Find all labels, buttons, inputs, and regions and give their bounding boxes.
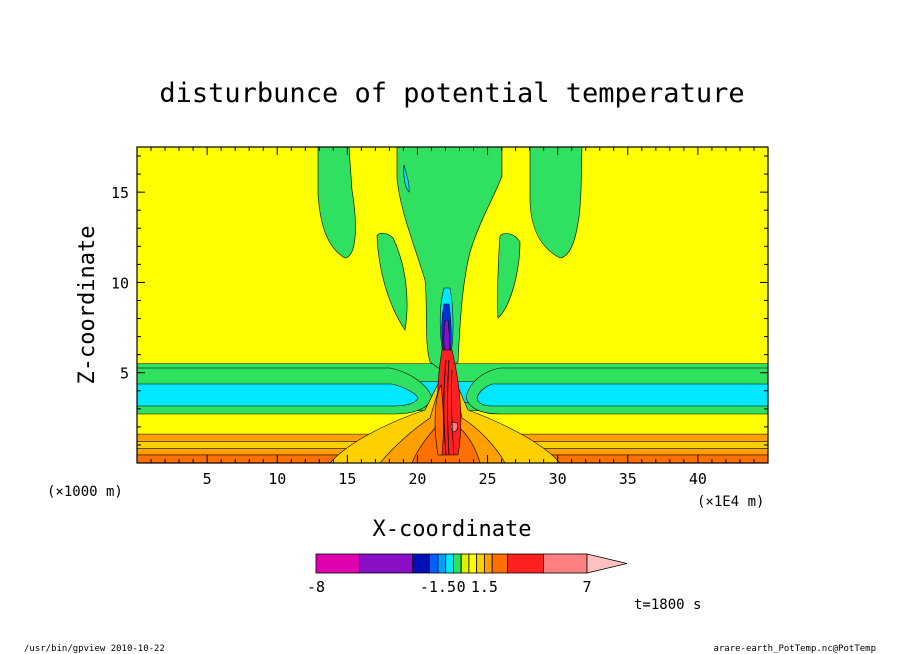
- plot-area: [137, 147, 768, 463]
- y-tick-label: 10: [111, 274, 129, 292]
- plot-frame: [136, 146, 769, 464]
- x-tick-label: 30: [549, 470, 567, 488]
- colorbar-segment: [453, 553, 462, 574]
- colorbar-segment: [468, 553, 478, 574]
- x-units-note: (×1E4 m): [697, 494, 764, 510]
- x-tick-label: 35: [619, 470, 637, 488]
- y-units-note: (×1000 m): [47, 484, 123, 500]
- x-tick-label: 25: [479, 470, 497, 488]
- colorbar-segment: [543, 553, 588, 574]
- colorbar-segment: [476, 553, 485, 574]
- warm-core-streak-b: [447, 359, 450, 456]
- x-tick-label: 5: [203, 470, 212, 488]
- y-axis-ticks: 5 10 15: [111, 155, 768, 446]
- colorbar-label: -8: [307, 578, 325, 596]
- plume-right-outer: [529, 147, 583, 259]
- footer-left: /usr/bin/gpview 2010-10-22: [24, 644, 165, 654]
- colorbar-segment: [491, 553, 509, 574]
- x-axis-label: X-coordinate: [373, 517, 532, 542]
- warm-core-streak-a: [443, 359, 447, 456]
- footer-right: arare-earth_PotTemp.nc@PotTemp: [713, 644, 876, 654]
- x-tick-label: 15: [338, 470, 356, 488]
- lens-right-cyan: [476, 383, 768, 407]
- colorbar-segment: [359, 553, 414, 574]
- plume-right-inner: [497, 233, 521, 319]
- colorbar: [315, 553, 628, 574]
- chart-title: disturbunce of potential temperature: [159, 78, 744, 109]
- colorbar-extend-arrow: [586, 553, 628, 574]
- colorbar-labels: -8 -1.5 0 1.5 7: [307, 578, 592, 596]
- colorbar-segment: [484, 553, 493, 574]
- colorbar-label: 7: [582, 578, 591, 596]
- warm-core-orange-left: [434, 383, 444, 456]
- y-tick-label: 5: [120, 365, 129, 383]
- colorbar-label: -1.5: [420, 578, 456, 596]
- plume-left-outer: [317, 147, 356, 259]
- time-label: t=1800 s: [634, 597, 701, 613]
- colorbar-label: 0: [457, 578, 466, 596]
- colorbar-segment: [507, 553, 544, 574]
- colorbar-segment: [428, 553, 439, 574]
- x-tick-label: 10: [268, 470, 286, 488]
- colorbar-segment: [460, 553, 470, 574]
- colorbar-segment: [412, 553, 430, 574]
- warm-core-streak-c: [451, 369, 455, 456]
- colorbar-segment: [315, 553, 360, 574]
- y-tick-label: 15: [111, 184, 129, 202]
- plume-left-inner: [376, 232, 408, 331]
- colorbar-segment: [445, 553, 454, 574]
- lens-left-cyan: [137, 383, 419, 407]
- cyan-patch-upper: [403, 164, 410, 193]
- y-axis-label: Z-coordinate: [75, 226, 100, 385]
- colorbar-label: 1.5: [471, 578, 498, 596]
- colorbar-segment: [437, 553, 447, 574]
- x-tick-label: 40: [689, 470, 707, 488]
- x-tick-label: 20: [408, 470, 426, 488]
- x-axis-ticks: 5 10 15 20 25 30 35 40: [150, 147, 755, 488]
